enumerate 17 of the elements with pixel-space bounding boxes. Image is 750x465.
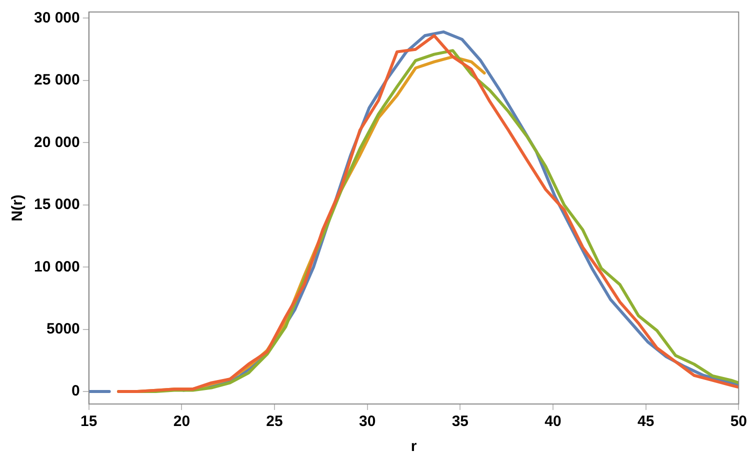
x-axis-title: r <box>410 438 417 456</box>
y-axis-title: N(r) <box>9 194 26 222</box>
x-tick-label: 30 <box>359 413 376 430</box>
x-tick-label: 40 <box>544 413 562 430</box>
x-tick-label: 35 <box>452 413 469 430</box>
y-tick-label: 10 000 <box>34 258 80 276</box>
y-tick-label: 15 000 <box>34 196 80 214</box>
x-tick-label: 50 <box>730 413 747 430</box>
y-tick-label: 25 000 <box>34 72 80 89</box>
x-tick-label: 45 <box>637 413 654 430</box>
y-tick-label: 20 000 <box>34 134 80 151</box>
y-tick-label: 0 <box>72 382 80 400</box>
x-tick-label: 25 <box>266 413 283 430</box>
y-tick-label: 30 000 <box>34 9 80 26</box>
x-tick-label: 20 <box>173 413 190 430</box>
x-tick-label: 15 <box>80 413 98 430</box>
y-tick-label: 5000 <box>46 320 80 338</box>
